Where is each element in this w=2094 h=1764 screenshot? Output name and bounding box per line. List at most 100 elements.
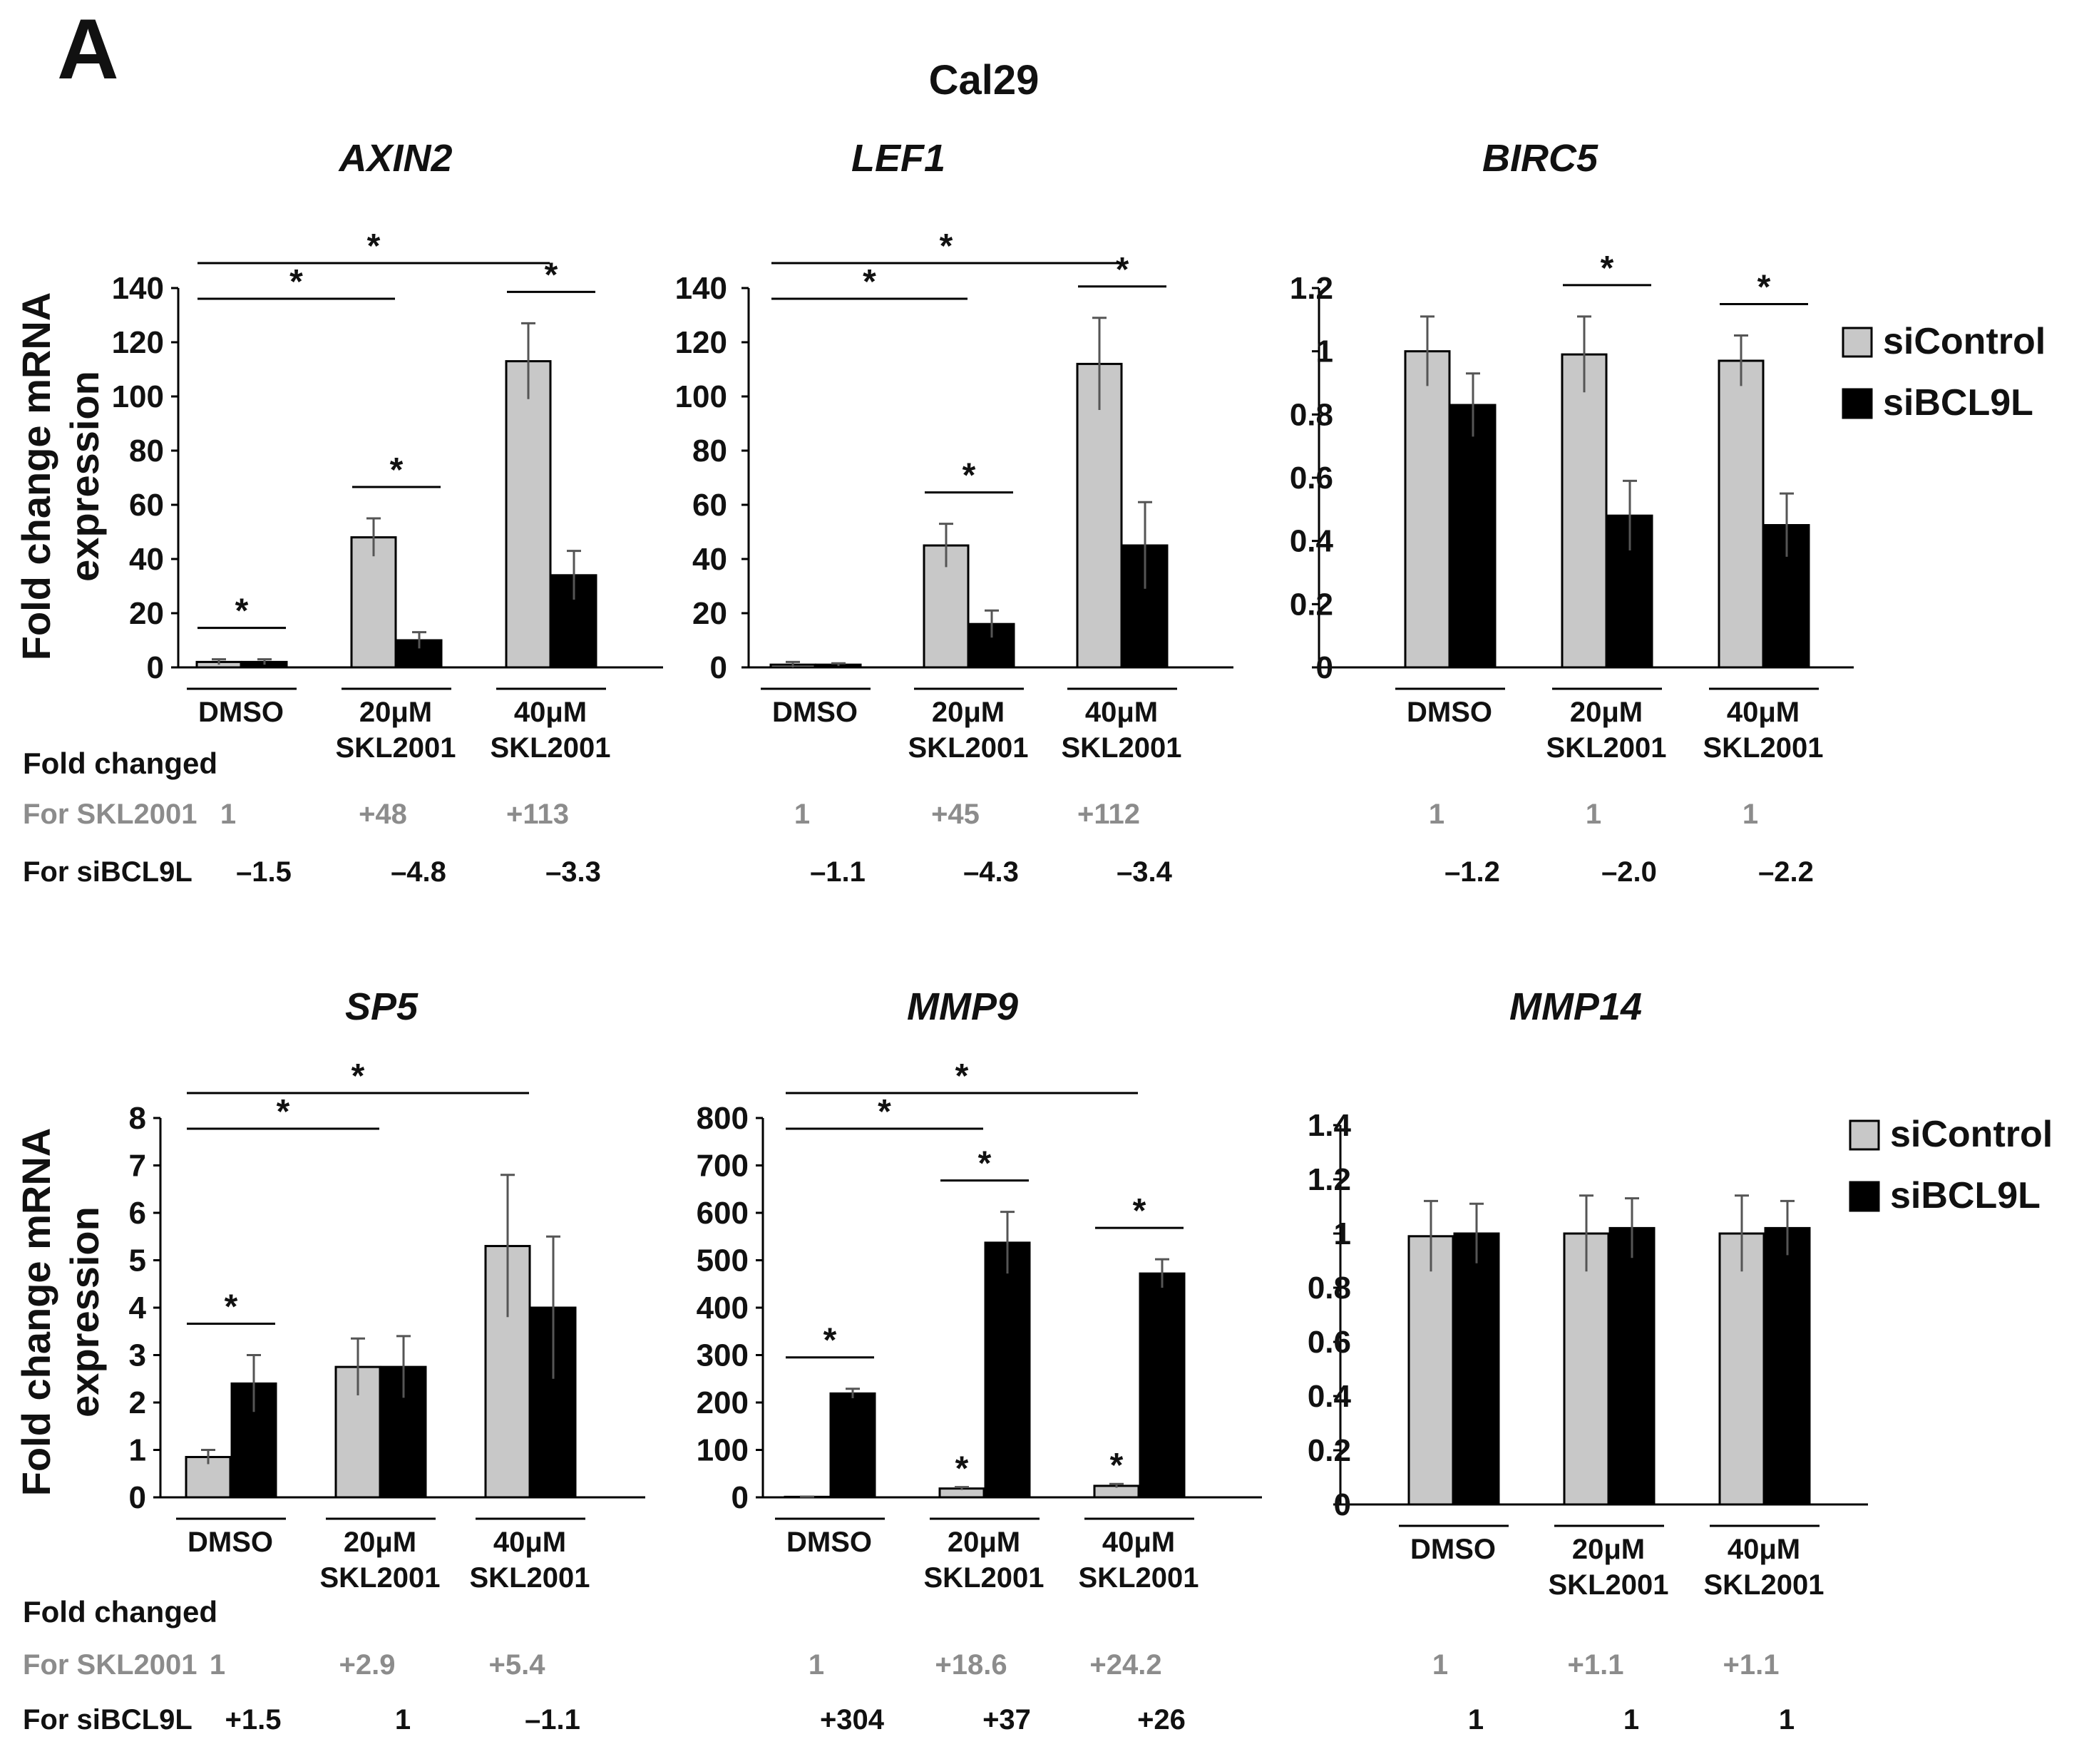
y-tick-label: 5 bbox=[129, 1243, 146, 1278]
bar-sibcl9l bbox=[1764, 1226, 1811, 1506]
fold-skl-value: +113 bbox=[506, 799, 569, 830]
legend-swatch-sicontrol bbox=[1842, 327, 1873, 358]
y-tick-label: 1 bbox=[1334, 1216, 1351, 1251]
significance-star: * bbox=[351, 1057, 365, 1095]
category-label: SKL2001 bbox=[1549, 1569, 1669, 1601]
fold-skl-value: 1 bbox=[794, 799, 810, 830]
fold-sibcl9l-value: +304 bbox=[820, 1704, 885, 1735]
fold-sibcl9l-value: –2.0 bbox=[1601, 856, 1657, 888]
significance-star: * bbox=[1116, 251, 1129, 289]
fold-sibcl9l-value: –1.1 bbox=[525, 1704, 580, 1735]
fold-sibcl9l-value: –3.3 bbox=[545, 856, 601, 888]
y-tick-label: 0 bbox=[732, 1480, 749, 1515]
y-tick-label: 0.4 bbox=[1308, 1379, 1352, 1414]
fold-sibcl9l-value: +26 bbox=[1137, 1704, 1186, 1735]
y-tick-label: 1.2 bbox=[1290, 271, 1333, 306]
significance-star: * bbox=[978, 1145, 992, 1183]
category-label: 40μM bbox=[1085, 697, 1158, 728]
chart-title: MMP9 bbox=[907, 985, 1018, 1028]
category-label: SKL2001 bbox=[1546, 732, 1667, 764]
category-label: 20μM bbox=[948, 1527, 1020, 1558]
fold-skl-value: +5.4 bbox=[489, 1649, 546, 1681]
legend-swatch-sibcl9l bbox=[1849, 1181, 1880, 1212]
y-axis-title-line2: expression bbox=[62, 1206, 107, 1417]
y-tick-label: 100 bbox=[697, 1433, 749, 1468]
significance-star: * bbox=[390, 451, 404, 489]
chart-birc5: BIRC5 0 0.2 0.4 0.6 0.8 1 1.2 DMSO 20μM SKL2001 40μ… bbox=[1290, 137, 1854, 888]
fold-skl-value: 1 bbox=[1429, 799, 1444, 830]
category-label: SKL2001 bbox=[1704, 1569, 1824, 1601]
y-tick-label: 20 bbox=[692, 596, 727, 631]
fold-sibcl9l-value: 1 bbox=[1623, 1704, 1639, 1735]
chart-title: LEF1 bbox=[851, 137, 945, 180]
significance-star: * bbox=[1757, 269, 1771, 307]
fold-skl-value: 1 bbox=[1432, 1649, 1448, 1681]
y-tick-label: 700 bbox=[697, 1149, 749, 1184]
y-tick-label: 0 bbox=[710, 650, 727, 685]
y-tick-label: 300 bbox=[697, 1338, 749, 1373]
category-label: DMSO bbox=[772, 697, 858, 728]
y-tick-label: 4 bbox=[129, 1291, 147, 1325]
y-tick-label: 60 bbox=[692, 488, 727, 523]
bar-sibcl9l bbox=[984, 1241, 1031, 1499]
y-tick-label: 40 bbox=[692, 542, 727, 577]
legend-swatch-sibcl9l bbox=[1842, 388, 1873, 419]
fold-sibcl9l-value: +37 bbox=[982, 1704, 1031, 1735]
fold-sibcl9l-value: 1 bbox=[1468, 1704, 1484, 1735]
y-tick-label: 100 bbox=[112, 379, 164, 414]
y-tick-label: 120 bbox=[675, 325, 727, 360]
y-tick-label: 1 bbox=[129, 1433, 146, 1468]
category-label: 40μM bbox=[1102, 1527, 1175, 1558]
significance-star: * bbox=[955, 1057, 969, 1095]
chart-mmp9: MMP9 0 100 200 300 400 500 600 700 800 DMSO 20μM SKL… bbox=[697, 985, 1262, 1735]
significance-star: * bbox=[940, 227, 953, 265]
y-tick-label: 500 bbox=[697, 1243, 749, 1278]
significance-star: * bbox=[277, 1093, 290, 1131]
bar-sicontrol bbox=[1561, 353, 1608, 669]
bar-sicontrol bbox=[505, 360, 552, 669]
legend-label: siControl bbox=[1883, 321, 2046, 362]
y-tick-label: 0 bbox=[147, 650, 164, 685]
bar-sibcl9l bbox=[1453, 1232, 1500, 1506]
row-label-sibcl9l: For siBCL9L bbox=[23, 1704, 193, 1735]
fold-skl-value: 1 bbox=[809, 1649, 824, 1681]
y-tick-label: 0 bbox=[1316, 650, 1333, 685]
legend: siControl siBCL9L bbox=[1849, 1114, 2053, 1216]
bar-sicontrol bbox=[350, 536, 397, 669]
bar-sicontrol bbox=[1718, 359, 1765, 669]
bar-sicontrol bbox=[1407, 1235, 1454, 1506]
category-label: 20μM bbox=[1570, 697, 1643, 728]
category-label: SKL2001 bbox=[1079, 1562, 1199, 1594]
fold-sibcl9l-value: 1 bbox=[1779, 1704, 1795, 1735]
fold-sibcl9l-value: –1.2 bbox=[1444, 856, 1500, 888]
fold-sibcl9l-value: –2.2 bbox=[1758, 856, 1814, 888]
significance-star: * bbox=[878, 1093, 891, 1131]
legend-swatch-sicontrol bbox=[1849, 1119, 1880, 1151]
category-label: DMSO bbox=[198, 697, 284, 728]
bar-sicontrol bbox=[1718, 1232, 1765, 1506]
bar-sicontrol bbox=[1404, 350, 1451, 669]
y-tick-label: 1.4 bbox=[1308, 1108, 1352, 1143]
significance-star: * bbox=[1133, 1192, 1146, 1230]
y-tick-label: 120 bbox=[112, 325, 164, 360]
chart-title: BIRC5 bbox=[1482, 137, 1598, 180]
y-tick-label: 600 bbox=[697, 1196, 749, 1231]
category-label: DMSO bbox=[188, 1527, 273, 1558]
y-tick-label: 0.2 bbox=[1290, 587, 1333, 622]
chart-title: AXIN2 bbox=[337, 137, 452, 180]
y-tick-label: 20 bbox=[129, 596, 164, 631]
category-label: SKL2001 bbox=[336, 732, 456, 764]
y-tick-label: 140 bbox=[112, 271, 164, 306]
fold-sibcl9l-value: –1.1 bbox=[810, 856, 866, 888]
y-tick-label: 0.4 bbox=[1290, 524, 1334, 559]
panel-letter: A bbox=[57, 1, 119, 97]
significance-star: * bbox=[225, 1288, 238, 1326]
category-label: 20μM bbox=[1572, 1534, 1645, 1565]
fold-skl-value: 1 bbox=[220, 799, 236, 830]
category-label: SKL2001 bbox=[320, 1562, 441, 1594]
significance-star: * bbox=[289, 263, 303, 301]
fold-skl-value: 1 bbox=[210, 1649, 225, 1681]
fold-skl-value: +45 bbox=[931, 799, 980, 830]
y-tick-label: 0.2 bbox=[1308, 1433, 1351, 1468]
